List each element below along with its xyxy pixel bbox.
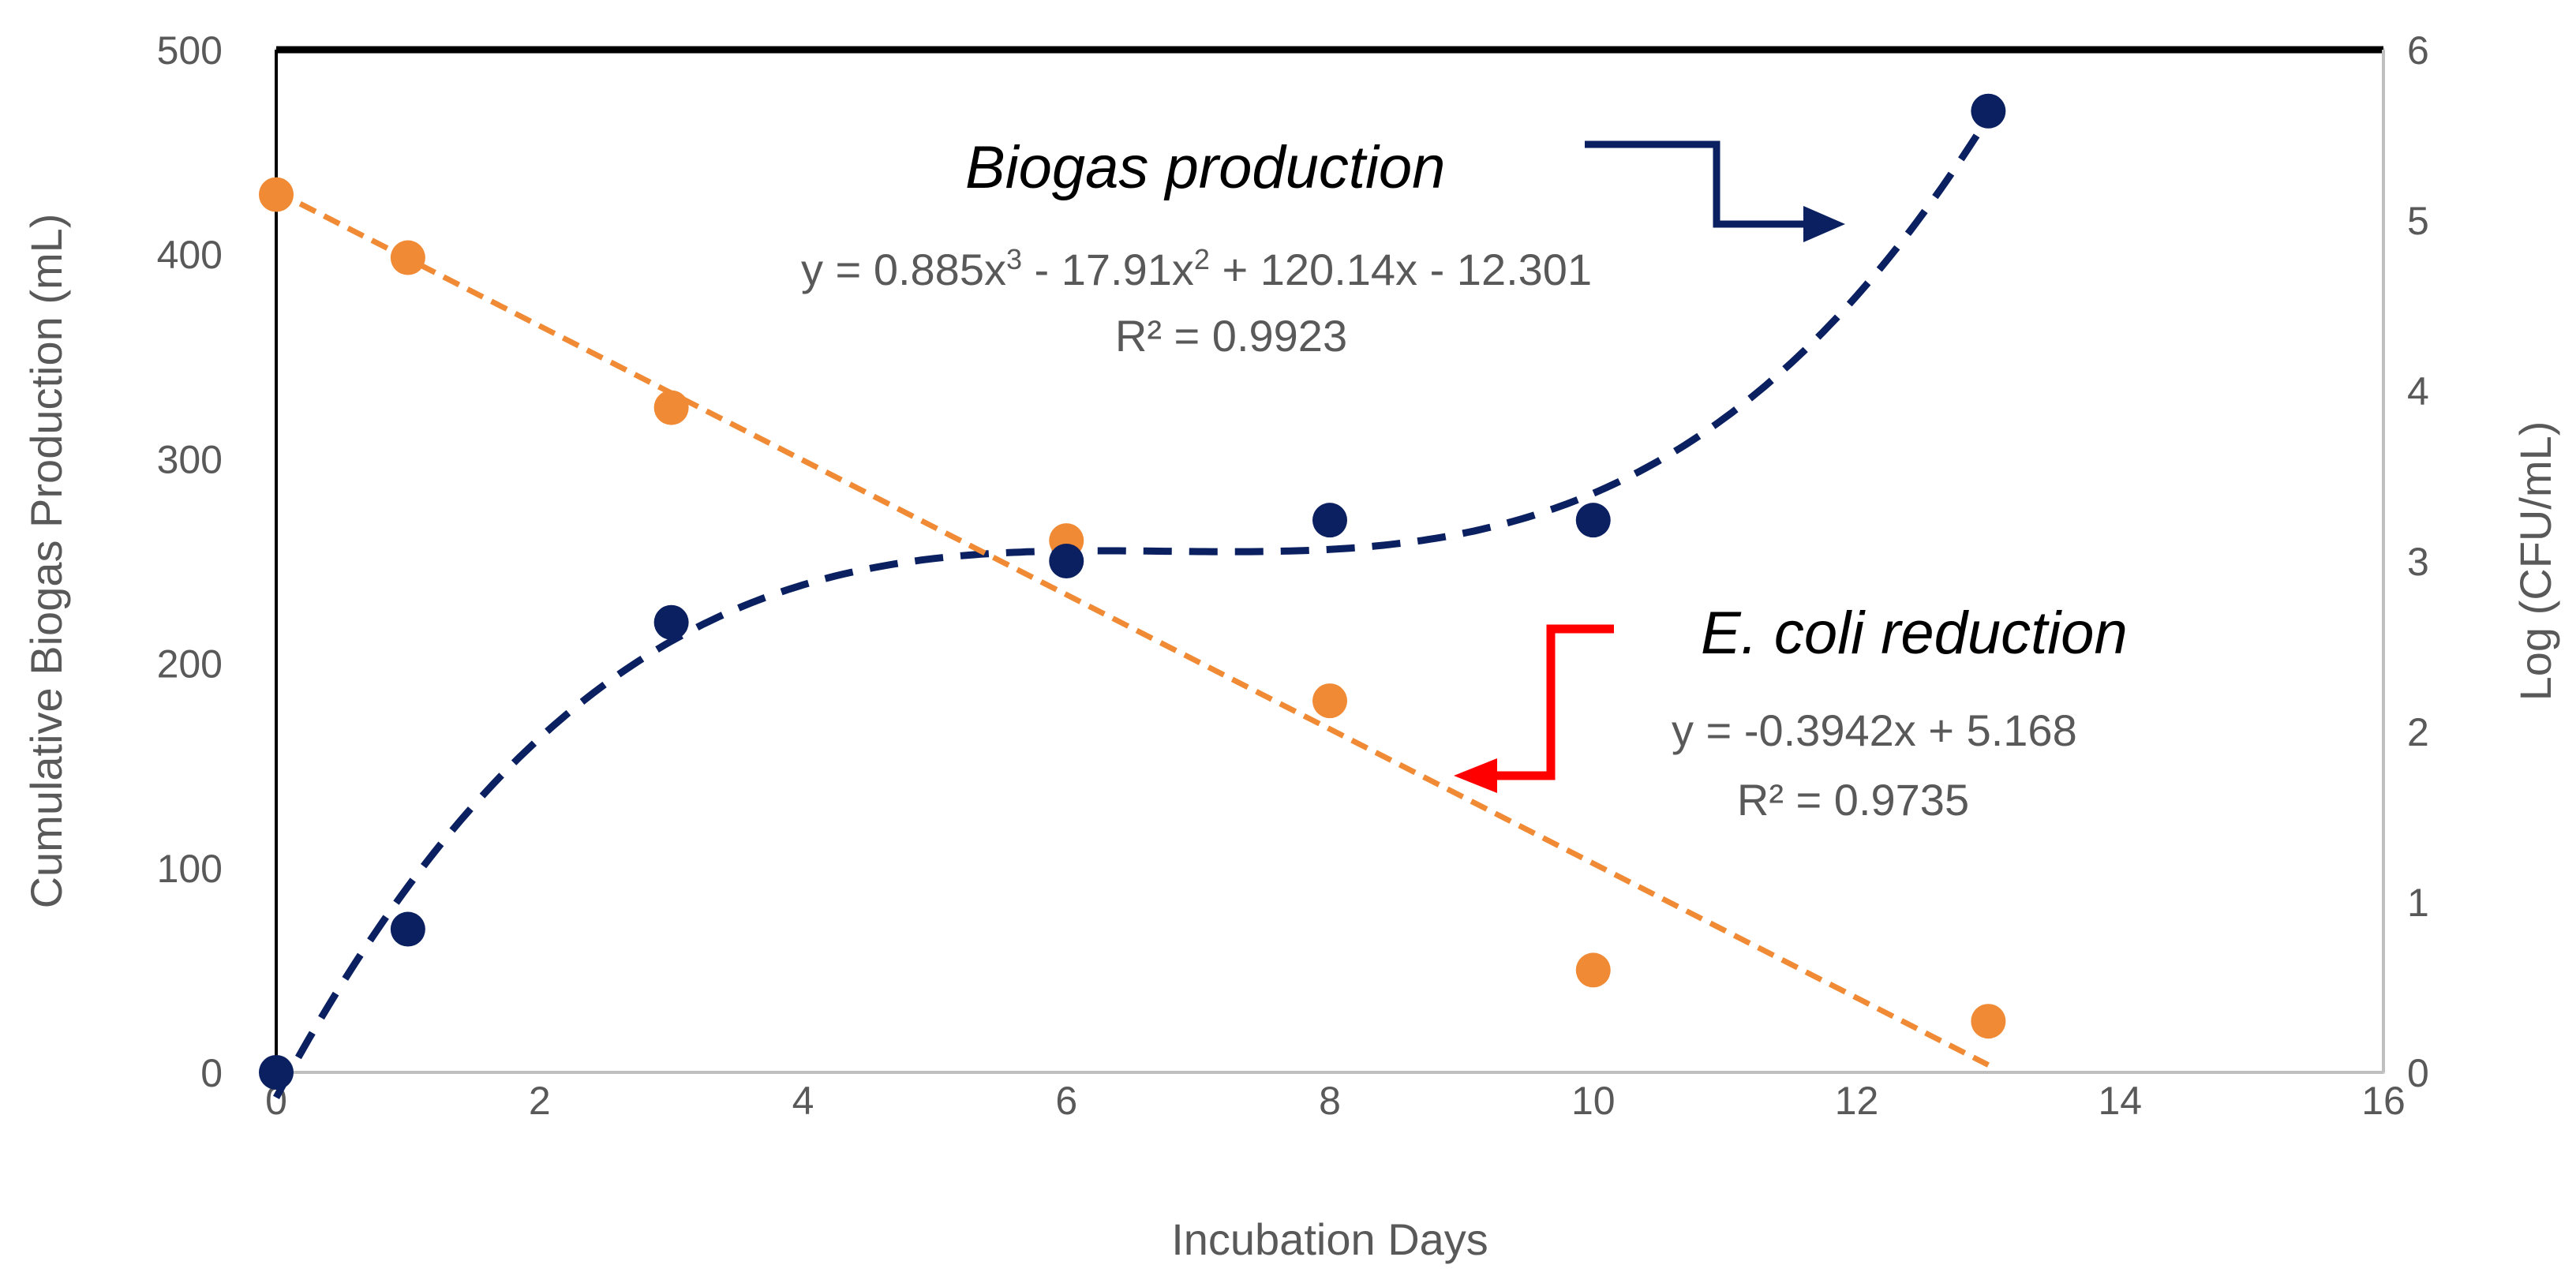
ecoli-point: [390, 240, 425, 275]
biogas-point: [1575, 503, 1611, 538]
y2-axis-title: Log (CFU/mL): [2510, 421, 2560, 701]
y-axis-title: Cumulative Biogas Production (mL): [21, 214, 71, 909]
biogas-eq-part2: - 17.91x: [1022, 245, 1194, 294]
ecoli-series-label: E. coli reduction: [1701, 600, 2128, 667]
plot-area: [275, 48, 2385, 1074]
x-tick-label: 14: [2098, 1079, 2142, 1123]
ecoli-point: [653, 390, 689, 425]
y-tick-label: 0: [200, 1051, 223, 1095]
y-tick-label: 500: [157, 28, 223, 73]
x-tick-label: 2: [529, 1079, 551, 1123]
y-tick-label: 100: [157, 847, 223, 891]
biogas-trendline: [273, 114, 1992, 1100]
y2-tick-label: 3: [2407, 540, 2429, 584]
y2-tick-label: 6: [2407, 28, 2429, 73]
x-axis-title: Incubation Days: [1171, 1214, 1488, 1264]
biogas-point: [1312, 503, 1347, 538]
biogas-point: [1971, 93, 2006, 129]
ecoli-arrow-line: [1497, 624, 1614, 780]
y-tick-label: 300: [157, 437, 223, 481]
ecoli-point: [259, 177, 294, 212]
biogas-eq-part1: y = 0.885x: [801, 245, 1006, 294]
x-tick-label: 16: [2361, 1079, 2406, 1123]
biogas-r2: R² = 0.9923: [1115, 311, 1347, 361]
y2-tick-label: 2: [2407, 710, 2429, 754]
ecoli-point: [1971, 1004, 2006, 1039]
biogas-point: [1049, 544, 1084, 578]
points-layer: [259, 93, 2006, 1090]
biogas-arrow-line: [1585, 140, 1803, 228]
biogas-arrowhead: [1803, 206, 1845, 242]
ecoli-r2: R² = 0.9735: [1737, 775, 1969, 825]
biogas-series-label: Biogas production: [965, 134, 1445, 201]
biogas-eq-sup3: 3: [1006, 243, 1022, 275]
biogas-eq-sup2: 2: [1194, 243, 1210, 275]
y2-tick-label: 0: [2407, 1051, 2429, 1095]
y2-tick-label: 1: [2407, 881, 2429, 925]
biogas-equation: y = 0.885x3 - 17.91x2 + 120.14x - 12.301: [801, 243, 1592, 294]
ecoli-point: [1312, 683, 1347, 719]
x-tick-label: 12: [1835, 1079, 1879, 1123]
ecoli-arrowhead: [1454, 758, 1497, 793]
y-tick-label: 200: [157, 642, 223, 687]
biogas-point: [259, 1055, 294, 1090]
x-tick-label: 8: [1319, 1079, 1341, 1123]
ecoli-equation: y = -0.3942x + 5.168: [1672, 705, 2077, 755]
y2-tick-label: 4: [2407, 369, 2429, 413]
biogas-point: [390, 911, 425, 947]
x-tick-label: 4: [792, 1079, 814, 1123]
x-tick-label: 6: [1055, 1079, 1077, 1123]
ecoli-point: [1575, 952, 1611, 988]
x-tick-label: 10: [1571, 1079, 1616, 1123]
y2-tick-label: 5: [2407, 199, 2429, 243]
biogas-eq-part3: + 120.14x - 12.301: [1210, 245, 1592, 294]
biogas-point: [653, 604, 689, 640]
y-tick-label: 400: [157, 233, 223, 277]
